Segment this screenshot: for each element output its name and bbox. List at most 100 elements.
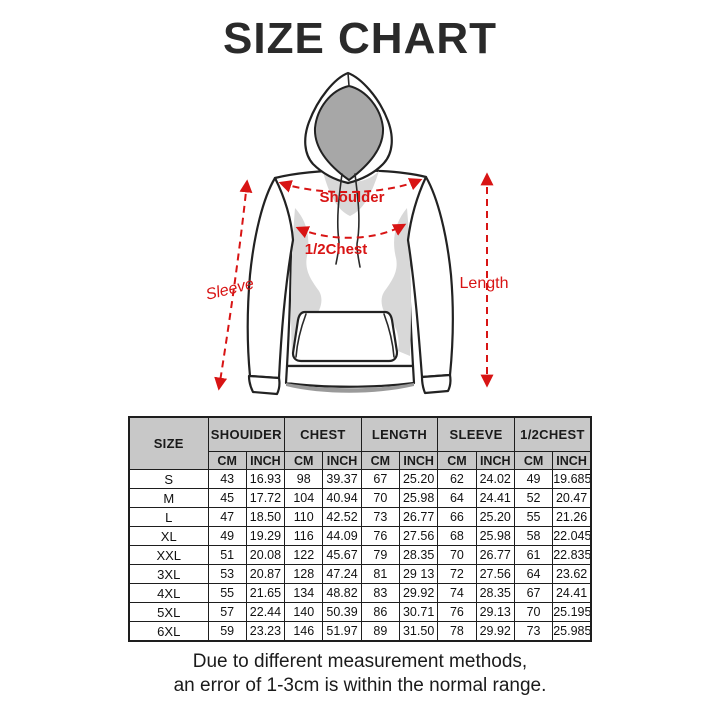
size-cell: 3XL [128,564,209,584]
value-cell: 51 [207,545,247,565]
unit-inch-cell: INCH [398,451,439,470]
kangaroo-pocket [291,310,399,363]
value-cell: 49 [513,469,554,489]
value-cell: 29 13 [398,564,439,584]
value-cell: 29.92 [398,583,439,603]
value-cell: 43 [207,469,247,489]
hoodie-illustration: Shoulder 1/2Chest Sleeve Length [204,71,509,396]
hem-band [284,364,416,388]
table-row: 6XL 59 23.23 146 51.97 89 31.50 78 29.92 73 25.985 [128,621,592,642]
value-cell: 70 [360,488,400,508]
value-cell: 20.08 [245,545,286,565]
value-cell: 24.41 [475,488,515,508]
unit-inch-cell: INCH [552,451,592,470]
value-cell: 52 [513,488,554,508]
unit-inch-cell: INCH [475,451,515,470]
value-cell: 98 [284,469,324,489]
value-cell: 21.65 [245,583,286,603]
value-cell: 78 [437,621,477,642]
value-cell: 40.94 [322,488,362,508]
pocket-seam-right [383,313,395,358]
table-row: XXL 51 20.08 122 45.67 79 28.35 70 26.77 61 22.835 [128,545,592,565]
value-cell: 19.685 [552,469,592,489]
value-cell: 72 [437,564,477,584]
size-cell: XXL [128,545,209,565]
right-cuff [420,373,452,395]
right-sleeve [406,175,454,379]
length-header-cell: LENGTH [360,416,439,452]
left-sleeve [246,176,295,380]
size-cell: 6XL [128,621,209,642]
value-cell: 42.52 [322,507,362,527]
value-cell: 28.35 [398,545,439,565]
value-cell: 86 [360,602,400,622]
size-cell: S [128,469,209,489]
value-cell: 57 [207,602,247,622]
value-cell: 73 [513,621,554,642]
shoulder-header-cell: SHOUIDER [207,416,286,452]
value-cell: 122 [284,545,324,565]
value-cell: 104 [284,488,324,508]
value-cell: 25.20 [475,507,515,527]
drawstring-left [335,173,343,265]
half-chest-label: 1/2Chest [305,241,368,258]
value-cell: 51.97 [322,621,362,642]
value-cell: 20.47 [552,488,592,508]
value-cell: 61 [513,545,554,565]
value-cell: 128 [284,564,324,584]
footer-line-2: an error of 1-3cm is within the normal r… [173,675,547,696]
size-cell: L [128,507,209,527]
value-cell: 140 [284,602,324,622]
value-cell: 53 [207,564,247,584]
value-cell: 22.44 [245,602,286,622]
value-cell: 146 [284,621,324,642]
value-cell: 25.985 [552,621,592,642]
value-cell: 16.93 [245,469,286,489]
unit-inch-cell: INCH [322,451,362,470]
sleeve-header-cell: SLEEVE [437,416,515,452]
value-cell: 47.24 [322,564,362,584]
value-cell: 27.56 [398,526,439,546]
value-cell: 62 [437,469,477,489]
size-cell: 4XL [128,583,209,603]
value-cell: 22.835 [552,545,592,565]
value-cell: 27.56 [475,564,515,584]
value-cell: 21.26 [552,507,592,527]
value-cell: 29.92 [475,621,515,642]
value-cell: 30.71 [398,602,439,622]
value-cell: 26.77 [475,545,515,565]
table-row: L 47 18.50 110 42.52 73 26.77 66 25.20 55 21.26 [128,507,592,527]
table-row: S 43 16.93 98 39.37 67 25.20 62 24.02 49 19.685 [128,469,592,489]
value-cell: 45 [207,488,247,508]
value-cell: 48.82 [322,583,362,603]
value-cell: 25.20 [398,469,439,489]
value-cell: 67 [513,583,554,603]
value-cell: 50.39 [322,602,362,622]
value-cell: 31.50 [398,621,439,642]
shoulder-label: Shoulder [319,189,384,206]
size-table: SIZE SHOUIDER CHEST LENGTH SLEEVE 1/2CHE… [128,416,592,642]
value-cell: 66 [437,507,477,527]
size-header-cell: SIZE [128,416,209,470]
value-cell: 70 [437,545,477,565]
value-cell: 23.23 [245,621,286,642]
value-cell: 64 [437,488,477,508]
table-row: 3XL 53 20.87 128 47.24 81 29 13 72 27.56 64 23.62 [128,564,592,584]
value-cell: 76 [437,602,477,622]
drawstring-right [354,173,361,268]
table-row: M 45 17.72 104 40.94 70 25.98 64 24.41 52 20.47 [128,488,592,508]
value-cell: 23.62 [552,564,592,584]
value-cell: 70 [513,602,554,622]
pocket-seam-left [295,313,307,358]
value-cell: 19.29 [245,526,286,546]
value-cell: 59 [207,621,247,642]
unit-cm-cell: CM [437,451,477,470]
unit-cm-cell: CM [207,451,247,470]
value-cell: 28.35 [475,583,515,603]
table-row: 4XL 55 21.65 134 48.82 83 29.92 74 28.35 67 24.41 [128,583,592,603]
value-cell: 17.72 [245,488,286,508]
sleeve-arrow [214,179,253,391]
length-label: Length [460,275,509,292]
body-shading-right [381,208,411,356]
value-cell: 89 [360,621,400,642]
